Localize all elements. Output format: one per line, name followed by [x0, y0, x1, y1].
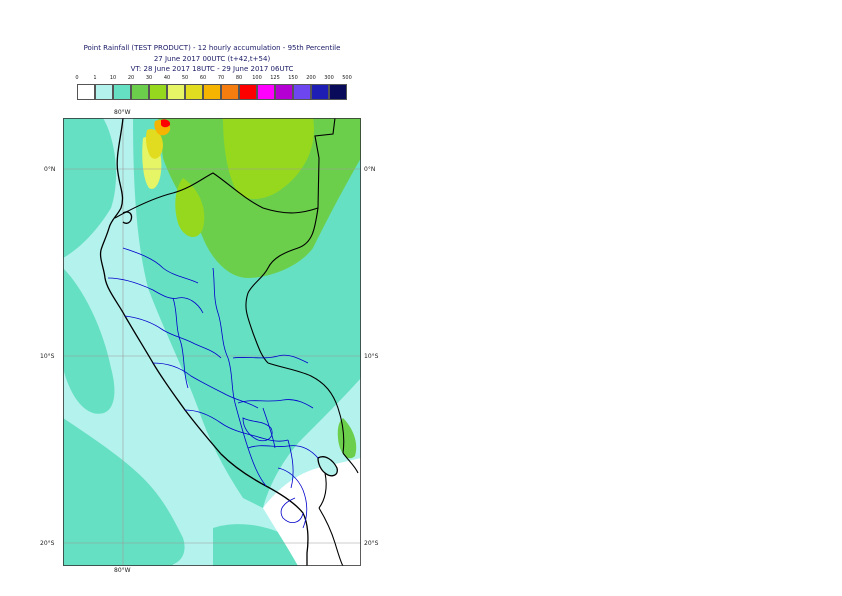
legend-tick-label: 200	[306, 75, 316, 81]
legend-swatch	[257, 84, 275, 100]
legend-swatch	[293, 84, 311, 100]
latitude-label-right: 10°S	[364, 353, 379, 360]
latitude-label-right: 20°S	[364, 540, 379, 547]
region-boundary	[124, 315, 222, 359]
legend-tick-label: 70	[217, 75, 225, 81]
legend-swatch	[329, 84, 347, 100]
chart-title: Point Rainfall (TEST PRODUCT) - 12 hourl…	[83, 44, 341, 52]
legend-tick-label: 300	[324, 75, 334, 81]
region-boundary	[242, 417, 273, 442]
legend-swatch	[95, 84, 113, 100]
legend-swatch	[185, 84, 203, 100]
region-boundary	[232, 354, 309, 364]
colombia-peru-border	[245, 207, 319, 364]
region-boundary	[184, 409, 289, 442]
latitude-label-left: 10°S	[40, 353, 55, 360]
legend-tick-label: 50	[181, 75, 189, 81]
chile-border	[318, 507, 344, 566]
longitude-label-top: 80°W	[114, 109, 131, 116]
region-boundary	[277, 467, 308, 529]
legend-swatch	[203, 84, 221, 100]
brazil-peru-border	[267, 362, 345, 454]
dry-land-area	[263, 458, 361, 566]
region-boundary	[152, 362, 259, 409]
region-boundary	[280, 497, 304, 523]
map-frame	[63, 118, 361, 566]
legend-tick-label: 1	[93, 75, 97, 81]
bolivia-peru-border	[318, 452, 359, 509]
coastline-gulf-of-guayaquil	[122, 211, 133, 224]
legend-tick-label: 60	[199, 75, 207, 81]
region-boundary	[212, 267, 267, 487]
very-heavy-rain	[146, 128, 163, 159]
legend-tick-label: 150	[288, 75, 298, 81]
legend-swatch	[311, 84, 329, 100]
legend-swatch	[221, 84, 239, 100]
legend-tick-label: 20	[127, 75, 135, 81]
region-boundary	[262, 407, 294, 489]
region-boundary	[122, 247, 199, 284]
extreme-rain-peak	[161, 119, 171, 128]
run-time-label: 27 June 2017 00UTC (t+42,t+54)	[153, 55, 271, 63]
region-boundary	[107, 277, 204, 314]
legend-swatch	[131, 84, 149, 100]
validity-time-label: VT: 28 June 2017 18UTC - 29 June 2017 06…	[130, 65, 294, 73]
legend-tick-label: 100	[252, 75, 262, 81]
lake-titicaca	[317, 456, 338, 477]
legend-tick-label: 30	[145, 75, 153, 81]
legend-swatch	[239, 84, 257, 100]
legend-tick-label: 10	[109, 75, 117, 81]
legend-swatch	[275, 84, 293, 100]
offshore-rain-band	[123, 546, 173, 566]
legend-swatch	[77, 84, 95, 100]
latitude-label-left: 20°S	[40, 540, 55, 547]
heavy-rain-core	[175, 178, 205, 238]
latitude-label-right: 0°N	[364, 166, 376, 173]
region-boundary	[237, 399, 314, 409]
legend-tick-label: 500	[342, 75, 352, 81]
legend-swatch	[167, 84, 185, 100]
legend-tick-label: 80	[235, 75, 243, 81]
legend-tick-label: 40	[163, 75, 171, 81]
latitude-label-left: 0°N	[44, 166, 56, 173]
offshore-rain-band	[63, 268, 115, 414]
legend-swatch	[149, 84, 167, 100]
inland-rain-area	[271, 303, 289, 340]
legend-tick-label: 0	[75, 75, 79, 81]
offshore-rain-band	[63, 418, 185, 566]
ecuador-peru-border	[114, 118, 336, 219]
legend-swatch	[113, 84, 131, 100]
longitude-label-bottom: 80°W	[114, 567, 131, 574]
rainfall-map	[63, 118, 361, 566]
region-boundary	[247, 445, 319, 459]
legend-tick-label: 125	[270, 75, 280, 81]
offshore-rain-band	[63, 118, 117, 258]
region-boundary	[172, 297, 189, 389]
heavy-rain-core	[223, 118, 314, 200]
